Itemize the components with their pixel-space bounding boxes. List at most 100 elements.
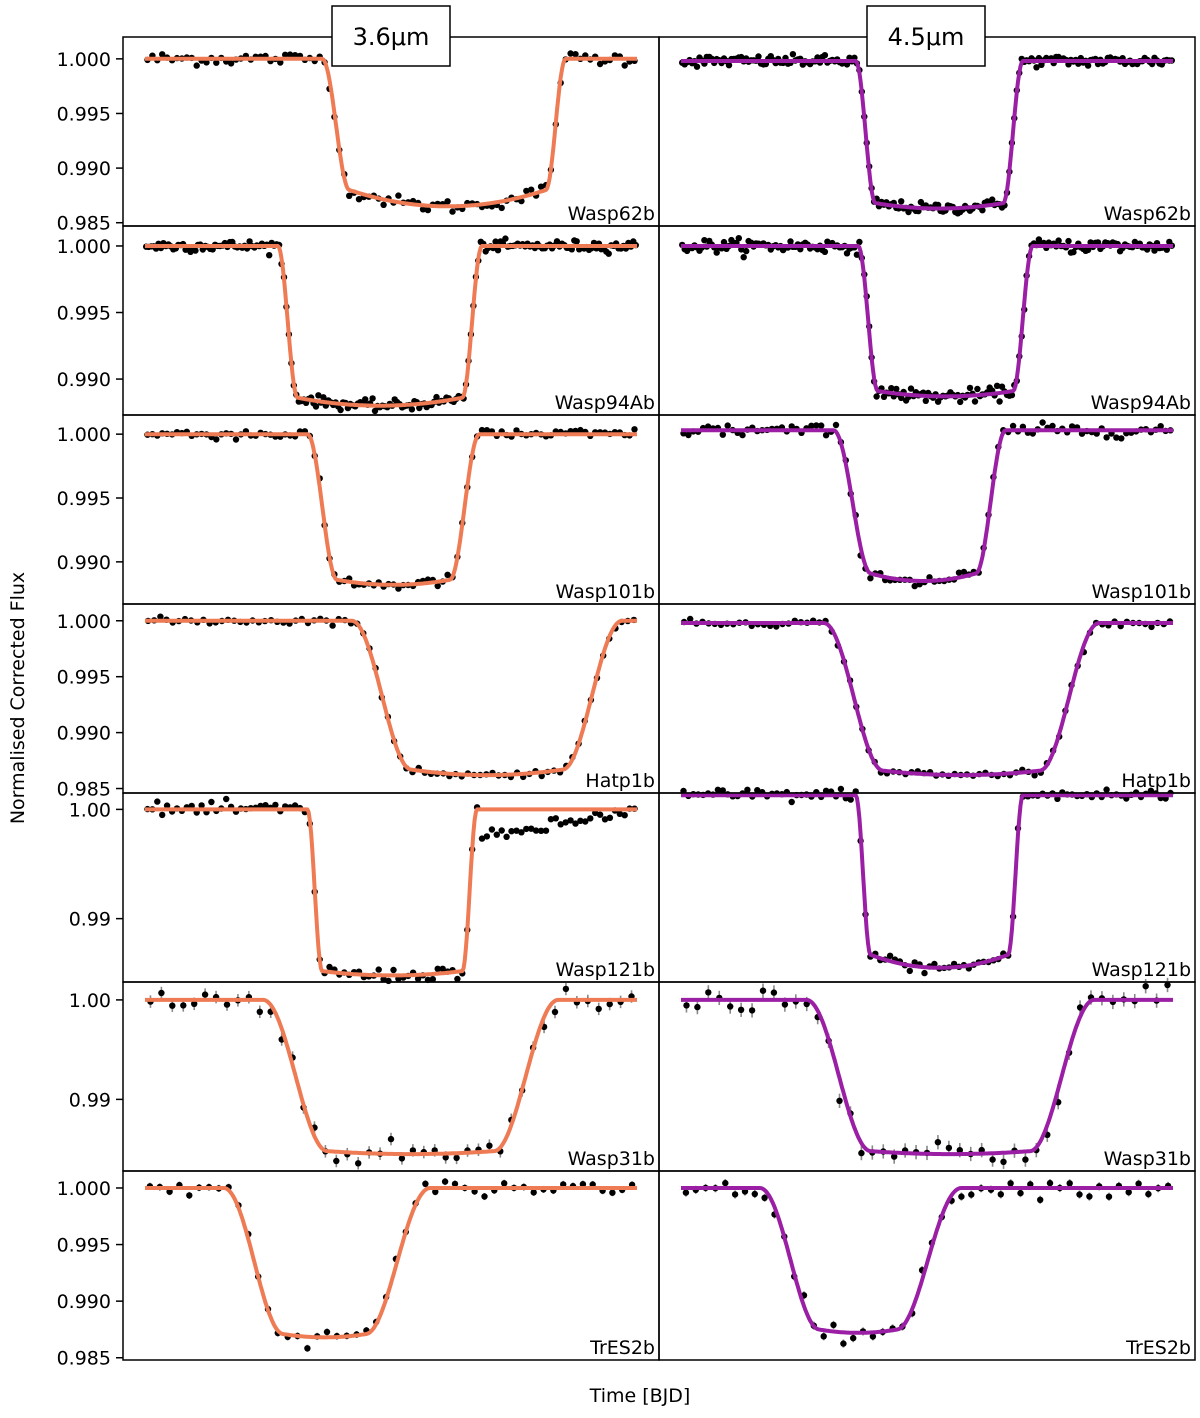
model-curve xyxy=(144,56,638,209)
data-point xyxy=(498,827,505,834)
data-point xyxy=(513,427,520,434)
data-point xyxy=(993,382,1001,389)
planet-label: Wasp94Ab xyxy=(1091,392,1191,414)
planet-label: Wasp101b xyxy=(1092,581,1192,603)
panel-wasp101b-ch2: Wasp101b xyxy=(658,414,1196,605)
data-point xyxy=(683,1002,690,1009)
data-point xyxy=(820,1333,827,1340)
data-point xyxy=(573,238,580,245)
data-point xyxy=(1008,391,1016,399)
data-point xyxy=(781,1001,789,1008)
data-point xyxy=(451,1180,459,1188)
data-point xyxy=(856,238,863,246)
y-tick-label: 0.99 xyxy=(69,1089,111,1111)
data-point xyxy=(1068,423,1076,430)
data-point xyxy=(704,423,712,430)
y-tick-label: 1.000 xyxy=(57,611,111,633)
data-point xyxy=(501,1180,508,1187)
data-point xyxy=(478,835,486,842)
panel-frame xyxy=(658,225,1196,416)
data-point xyxy=(163,802,171,809)
planet-label: Hatp1b xyxy=(585,770,655,792)
y-tick-label: 1.000 xyxy=(57,424,111,446)
data-point xyxy=(1027,1181,1034,1188)
panel-wasp31b-ch1: Wasp31b xyxy=(122,981,660,1172)
planet-label: Wasp121b xyxy=(556,959,656,981)
data-point xyxy=(905,208,912,216)
model-curve xyxy=(680,244,1174,399)
data-point xyxy=(605,250,612,257)
data-point xyxy=(256,1008,263,1015)
y-tick-label: 0.985 xyxy=(57,213,111,235)
data-point xyxy=(867,575,874,582)
data-point xyxy=(488,826,496,833)
data-point xyxy=(304,1345,311,1352)
data-point xyxy=(725,61,733,69)
data-point xyxy=(502,235,509,242)
data-point xyxy=(542,827,550,834)
data-point xyxy=(921,969,928,977)
panel-hatp1b-ch1: Hatp1b xyxy=(122,603,660,794)
y-tick-label: 1.00 xyxy=(69,990,111,1012)
data-point xyxy=(955,569,963,576)
data-point xyxy=(803,1000,810,1008)
panel-wasp94ab-ch2: Wasp94Ab xyxy=(658,225,1196,416)
data-point xyxy=(979,207,986,214)
data-point xyxy=(528,186,535,193)
data-point xyxy=(449,208,456,215)
data-point xyxy=(434,582,441,590)
data-point xyxy=(735,235,742,242)
model-curve xyxy=(680,428,1174,583)
data-point xyxy=(513,827,520,834)
data-point xyxy=(1148,623,1155,631)
data-point xyxy=(974,385,981,393)
data-point xyxy=(1157,423,1164,430)
data-point xyxy=(966,384,974,392)
y-tick-label: 0.990 xyxy=(57,1291,111,1313)
panels-group: Wasp62b Wasp62b 1.000 0.995 0.990 0.985 Wasp94… xyxy=(57,36,1196,1370)
data-point xyxy=(722,1179,729,1187)
data-point xyxy=(523,187,530,195)
model-curve xyxy=(144,244,638,408)
data-point xyxy=(858,1149,865,1157)
data-point xyxy=(390,966,397,974)
data-point xyxy=(720,238,728,246)
data-point xyxy=(323,1328,331,1336)
data-point xyxy=(934,1139,942,1146)
data-point xyxy=(409,1147,417,1154)
data-point xyxy=(180,1002,187,1009)
data-point xyxy=(818,422,825,429)
panel-wasp121b-ch1: Wasp121b xyxy=(122,792,660,985)
data-point xyxy=(193,62,200,69)
data-point xyxy=(530,1189,537,1196)
data-point xyxy=(616,810,623,817)
data-point xyxy=(922,397,929,404)
data-point xyxy=(787,238,794,245)
data-point xyxy=(582,818,589,825)
data-point xyxy=(788,798,795,806)
data-point xyxy=(719,431,726,438)
data-point xyxy=(1125,1189,1132,1196)
data-point xyxy=(911,582,918,590)
data-point xyxy=(850,1334,857,1342)
panel-frame xyxy=(122,225,660,416)
data-point xyxy=(713,249,720,256)
data-point xyxy=(557,821,564,828)
planet-label: Wasp31b xyxy=(1104,1148,1191,1170)
planet-label: Wasp121b xyxy=(1092,959,1192,981)
data-point xyxy=(486,1142,493,1149)
y-tick-label: 0.985 xyxy=(57,1348,111,1370)
y-tick-label: 0.985 xyxy=(57,779,111,801)
data-point xyxy=(907,385,915,392)
data-point xyxy=(227,60,235,67)
model-curve xyxy=(680,621,1174,778)
data-point xyxy=(572,51,579,58)
data-point xyxy=(989,1156,996,1163)
data-point xyxy=(157,613,164,620)
y-tick-label: 0.995 xyxy=(57,1235,111,1257)
data-point xyxy=(424,206,432,214)
data-point xyxy=(272,801,279,809)
data-point xyxy=(362,396,369,403)
data-point xyxy=(551,1008,559,1016)
data-point xyxy=(518,829,525,836)
